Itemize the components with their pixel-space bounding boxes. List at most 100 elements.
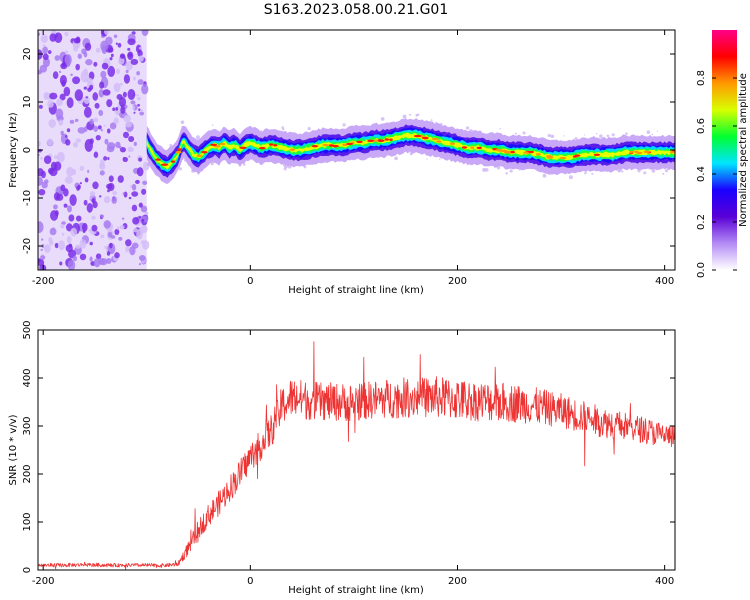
noise-speckle [119, 225, 125, 230]
noise-speckle [132, 105, 135, 110]
noise-speckle [128, 135, 135, 142]
noise-speckle [127, 51, 134, 61]
noise-speckle [135, 44, 142, 54]
noise-speckle [107, 65, 116, 78]
noise-speckle [127, 146, 134, 153]
snr-panel: -200 0 200 400 0 100 200 300 400 500 Height of st… [8, 320, 676, 596]
noise-speckle [73, 44, 79, 52]
snr-y-tick-label: 0 [22, 567, 33, 573]
noise-speckle [100, 128, 103, 132]
noise-speckle [115, 141, 121, 148]
noise-speckle [75, 215, 82, 222]
ridge-peak [342, 143, 348, 147]
noise-speckle [83, 95, 90, 105]
ridge-peak [219, 142, 226, 146]
noise-speckle [125, 121, 133, 128]
ridge-speck [664, 169, 669, 173]
noise-speckle [65, 135, 68, 138]
noise-speckle [98, 195, 102, 198]
snr-x-tick-label: 0 [247, 576, 253, 587]
noise-speckle [125, 69, 129, 74]
snr-background [38, 330, 675, 570]
noise-speckle [103, 220, 111, 229]
noise-speckle [84, 177, 89, 183]
noise-speckle [127, 38, 136, 46]
snr-y-label: SNR (10 * v/v) [8, 414, 19, 485]
figure-title: S163.2023.058.00.21.G01 [264, 2, 449, 18]
noise-speckle [115, 110, 119, 115]
noise-speckle [82, 222, 88, 232]
noise-speckle [95, 253, 102, 259]
ridge-band [146, 124, 675, 178]
ridge-peak [546, 156, 554, 159]
noise-speckle [91, 224, 98, 232]
noise-speckle [127, 88, 136, 101]
noise-speckle [140, 205, 148, 213]
ridge-speck [583, 134, 585, 136]
snr-y-tick-label: 400 [22, 368, 33, 387]
noise-speckle [136, 71, 140, 76]
noise-speckle [64, 31, 69, 37]
ridge-peak [175, 151, 182, 154]
ridge-peak [643, 150, 651, 154]
colorbar-tick-label: 0.6 [696, 118, 707, 134]
ridge-speck [260, 130, 262, 132]
noise-speckle [79, 238, 87, 249]
noise-speckle [109, 56, 113, 61]
spectrogram-x-tick-label: 200 [448, 276, 467, 287]
noise-speckle [87, 169, 90, 173]
ridge-speck [584, 171, 587, 175]
ridge-peak [311, 144, 319, 148]
noise-speckle [67, 259, 76, 270]
noise-speckle [130, 100, 136, 105]
ridge-peak [593, 153, 601, 157]
noise-speckle [136, 97, 141, 101]
noise-speckle [117, 42, 122, 48]
noise-speckle [42, 44, 46, 48]
noise-speckle [141, 188, 147, 195]
noise-speckle [130, 58, 139, 65]
ridge-band [146, 131, 675, 170]
noise-speckle [137, 79, 144, 86]
ridge-speck [505, 172, 508, 175]
ridge-speck [417, 113, 420, 116]
noise-speckle [56, 98, 63, 107]
noise-speckle [60, 130, 64, 136]
noise-speckle [133, 76, 136, 81]
noise-speckle [122, 192, 125, 195]
noise-speckle [87, 87, 92, 92]
noise-speckle [40, 170, 46, 179]
noise-speckle [61, 61, 66, 68]
noise-speckle [88, 71, 95, 80]
ridge-peak [170, 160, 176, 163]
snr-x-tick-label: -200 [32, 576, 55, 587]
noise-speckle [53, 204, 58, 210]
noise-speckle [138, 157, 143, 162]
noise-speckle [86, 203, 93, 213]
noise-speckle [47, 100, 54, 108]
spectrogram-y-tick-label: -20 [22, 238, 33, 254]
noise-speckle [83, 51, 88, 58]
noise-speckle [93, 125, 99, 132]
noise-speckle [61, 80, 66, 87]
ridge-peak [497, 149, 503, 152]
noise-speckle [83, 106, 92, 118]
spectrogram-x-tick-label: 0 [247, 276, 253, 287]
noise-speckle [42, 53, 49, 61]
ridge-speck [178, 167, 182, 171]
ridge-speck [595, 132, 598, 135]
noise-speckle [60, 224, 65, 229]
ridge-peak [535, 153, 541, 156]
noise-speckle [116, 68, 120, 75]
noise-region [38, 30, 150, 270]
ridge-speck [243, 163, 246, 166]
noise-speckle [137, 103, 140, 107]
ridge-peak [155, 158, 161, 161]
noise-speckle [110, 235, 116, 239]
noise-speckle [64, 50, 68, 54]
noise-speckle [47, 138, 53, 146]
noise-speckle [66, 223, 73, 232]
spectrogram-y-tick-label: 20 [22, 48, 33, 61]
snr-x-label: Height of straight line (km) [288, 585, 424, 596]
noise-speckle [61, 221, 66, 225]
